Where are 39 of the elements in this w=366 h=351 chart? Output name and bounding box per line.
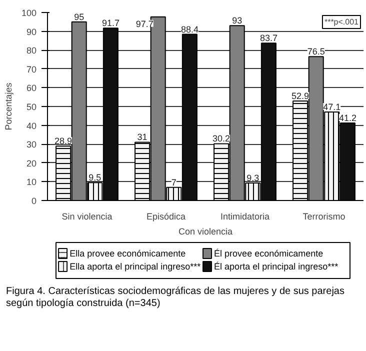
data-label: 9.3 [246,173,260,184]
y-tick-label: 100 [21,8,37,18]
data-label: 9.5 [88,172,102,183]
x-tick-label: Sin violencia [62,212,112,222]
y-tick-label: 30 [26,140,37,150]
data-label: 93 [232,16,242,26]
annotation: ***p<.001 [324,18,360,26]
y-tick-label: 40 [26,120,37,131]
data-label: 31 [137,132,148,142]
y-tick-label: 20 [26,158,37,168]
y-tick-label: 90 [26,26,37,37]
data-label: 76.5 [307,46,325,57]
data-label: 83.7 [260,33,278,44]
legend-label: Ella provee económicamente [70,248,186,258]
data-label: 91.7 [102,18,120,28]
x-tick-label: Intimidatoria [220,212,270,222]
text: Figura 4. Características sociodemográficas de las mujeres y de sus parejas según tipología construida (n=345) [6,286,346,310]
y-tick-label: 50 [26,102,37,112]
y-tick-label: 0 [31,196,37,206]
data-label: 95 [74,12,84,22]
data-label: 41.2 [338,113,356,124]
y-tick-label: 80 [26,46,37,56]
y-axis-title: Porcentajes [3,82,14,130]
data-label: 47.1 [323,102,341,112]
data-label: 97.7 [136,18,154,29]
legend-label: Él provee económicamente [214,248,324,258]
text: Con violencia [178,226,233,236]
legend-label: Él aporta el principal ingreso*** [214,262,339,272]
data-label: 7 [171,177,176,188]
x-tick-label: Episódica [146,212,186,222]
y-tick-label: 70 [26,64,37,74]
x-tick-label: Terrorismo [302,212,346,222]
y-tick-label: 10 [26,177,37,188]
data-label: 30.2 [212,134,230,144]
y-tick-label: 60 [26,83,37,94]
data-label: 88.4 [180,24,198,34]
data-label: 52.9 [292,91,310,102]
data-label: 28.9 [54,136,72,146]
legend-label: Ella aporta el principal ingreso*** [70,262,202,272]
